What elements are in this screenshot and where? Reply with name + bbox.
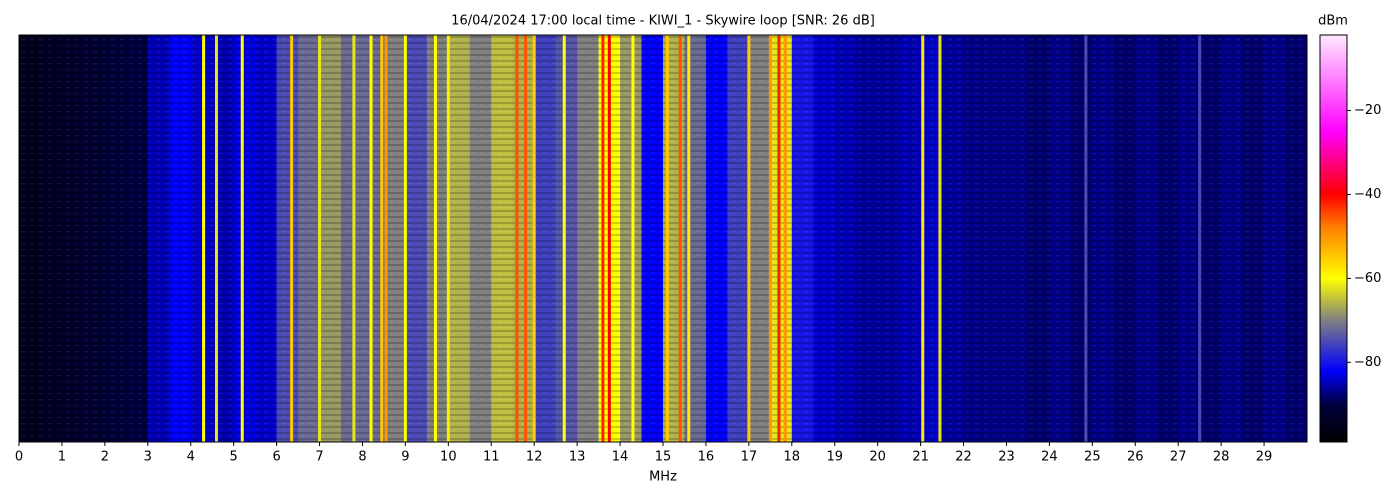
signal-line — [318, 35, 322, 442]
signal-line — [380, 35, 384, 442]
colorbar — [1319, 34, 1348, 443]
x-tick-label: 29 — [1256, 450, 1273, 465]
signal-line — [290, 35, 294, 442]
signal-line — [607, 35, 611, 442]
signal-line — [768, 35, 772, 442]
x-tick-label: 14 — [612, 450, 629, 465]
x-tick-label: 26 — [1127, 450, 1144, 465]
colorbar-tick-label: −60 — [1354, 271, 1381, 286]
signal-line — [678, 35, 682, 442]
signal-line — [433, 35, 437, 442]
plot-area — [19, 35, 1308, 442]
x-tick-label: 25 — [1084, 450, 1101, 465]
x-tick-label: 7 — [315, 450, 323, 465]
signal-line — [562, 35, 566, 442]
x-tick-label: 1 — [58, 450, 66, 465]
signal-line — [369, 35, 373, 442]
x-tick-label: 5 — [230, 450, 238, 465]
x-tick-label: 19 — [826, 450, 843, 465]
x-tick-label: 17 — [741, 450, 758, 465]
x-tick-label: 20 — [869, 450, 886, 465]
x-tick-label: 9 — [401, 450, 409, 465]
signal-line — [214, 35, 218, 442]
signal-line — [783, 35, 787, 442]
x-tick-label: 22 — [955, 450, 972, 465]
x-axis-label: MHz — [649, 470, 677, 485]
signal-line — [747, 35, 751, 442]
x-tick-label: 13 — [569, 450, 586, 465]
x-tick-label: 16 — [698, 450, 715, 465]
x-tick-label: 11 — [483, 450, 500, 465]
colorbar-tick-label: −80 — [1354, 355, 1381, 370]
x-tick-label: 12 — [526, 450, 543, 465]
x-tick-label: 23 — [998, 450, 1015, 465]
texture — [19, 35, 1307, 442]
signal-line — [515, 35, 519, 442]
signal-line — [202, 35, 206, 442]
x-tick-label: 2 — [101, 450, 109, 465]
signal-line — [240, 35, 244, 442]
x-tick-label: 27 — [1170, 450, 1187, 465]
x-tick-label: 18 — [784, 450, 801, 465]
x-tick-label: 0 — [15, 450, 23, 465]
x-tick-label: 3 — [144, 450, 152, 465]
signal-line — [921, 35, 925, 442]
signal-line — [631, 35, 635, 442]
x-tick-label: 28 — [1213, 450, 1230, 465]
x-tick-label: 10 — [440, 450, 457, 465]
colorbar-tick-label: −20 — [1354, 103, 1381, 118]
colorbar-label: dBm — [1318, 14, 1348, 29]
signal-line — [665, 35, 669, 442]
signal-line — [352, 35, 356, 442]
signal-line — [687, 35, 691, 442]
x-tick-label: 6 — [272, 450, 280, 465]
x-tick-label: 15 — [655, 450, 672, 465]
x-tick-label: 24 — [1041, 450, 1058, 465]
colorbar-tick-label: −40 — [1354, 187, 1381, 202]
signal-line — [446, 35, 450, 442]
signal-line — [384, 35, 388, 442]
x-tick-label: 21 — [912, 450, 929, 465]
signal-line — [524, 35, 528, 442]
signal-line — [1084, 35, 1088, 442]
chart-title: 16/04/2024 17:00 local time - KIWI_1 - S… — [451, 14, 875, 29]
signal-line — [601, 35, 605, 442]
x-tick-label: 4 — [187, 450, 195, 465]
signal-line — [532, 35, 536, 442]
signal-line — [1198, 35, 1202, 442]
x-tick-label: 8 — [358, 450, 366, 465]
signal-line — [403, 35, 407, 442]
signal-line — [777, 35, 781, 442]
signal-line — [938, 35, 942, 442]
